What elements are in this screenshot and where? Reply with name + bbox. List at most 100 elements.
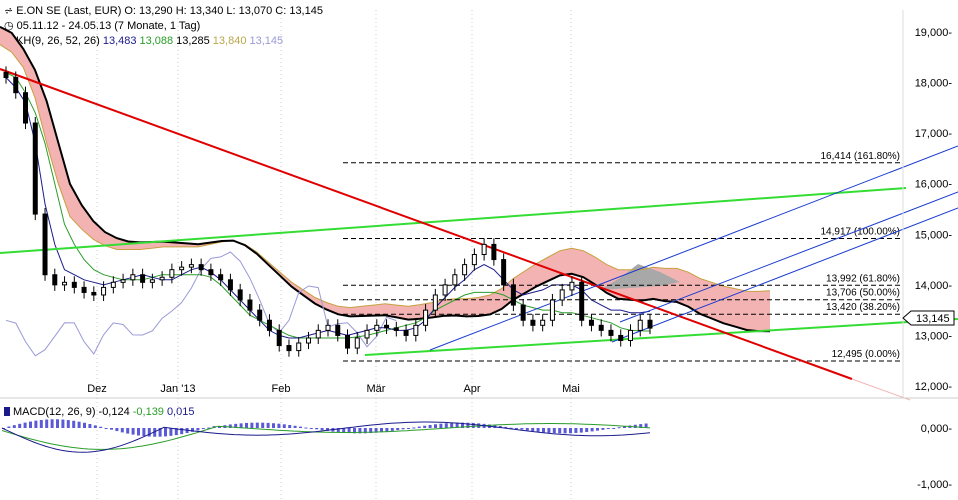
macd-hist-bar xyxy=(83,422,86,428)
candle-body xyxy=(179,266,185,271)
candlestick xyxy=(491,238,497,266)
ichimoku-cloud-bullish xyxy=(600,264,680,290)
senkou-span-a-line xyxy=(0,44,771,309)
candlestick xyxy=(647,314,653,335)
fib-level-label: 13,420 (38.20%) xyxy=(826,302,900,313)
candlestick xyxy=(296,336,302,357)
candle-body xyxy=(52,274,58,286)
macd-hist-bar xyxy=(207,427,211,429)
candlestick xyxy=(569,276,575,296)
candle-body xyxy=(559,289,565,301)
candlestick xyxy=(62,276,68,291)
macd-hist-bar xyxy=(288,425,292,428)
candlestick xyxy=(120,273,126,289)
macd-hist-bar xyxy=(218,425,221,428)
candle-body xyxy=(169,269,175,278)
tenkan-sen-line xyxy=(5,77,651,339)
candle-body xyxy=(569,281,575,291)
channel-line-middle[interactable] xyxy=(429,145,958,351)
candlestick-chart-icon: ⩫ xyxy=(4,5,14,17)
macd-hist-bar xyxy=(7,426,11,428)
macd-hist-bar xyxy=(23,422,27,428)
macd-hist-bar xyxy=(234,423,238,428)
macd-hist-bar xyxy=(633,424,637,428)
candle-body xyxy=(198,264,204,271)
instrument-name: E.ON SE (Last, EUR) xyxy=(16,5,122,17)
ikh-legend[interactable]: IKH(9, 26, 52, 26) 13,483 13,088 13,285 13,8… xyxy=(4,34,286,48)
macd-hist-bar xyxy=(336,428,340,433)
candlestick xyxy=(452,268,458,291)
macd-hist-bar xyxy=(293,425,297,428)
close-value: C: 13,145 xyxy=(275,5,323,17)
macd-hist-bar xyxy=(29,421,32,428)
macd-hist-bar xyxy=(255,422,259,428)
candle-body xyxy=(549,299,555,321)
last-price-label: 13,145 xyxy=(916,313,950,325)
macd-hist-bar xyxy=(612,428,616,429)
macd-hist-bar xyxy=(315,428,319,430)
candle-body xyxy=(647,319,653,329)
macd-panel: 0,000- -1,000- xyxy=(1,419,952,491)
candlestick xyxy=(530,314,536,332)
candle-body xyxy=(481,243,487,256)
macd-label: MACD(12, 26, 9) xyxy=(13,406,96,418)
candlestick xyxy=(579,276,585,327)
channel-line-lower[interactable] xyxy=(611,207,958,343)
candlestick xyxy=(325,319,331,337)
macd-hist-bar xyxy=(326,428,329,431)
candle-body xyxy=(159,276,165,281)
macd-hist-bar xyxy=(504,426,508,428)
candle-body xyxy=(325,324,331,331)
price-tick-label: 12,000- xyxy=(915,381,953,393)
macd-hist-bar xyxy=(531,428,535,432)
candle-body xyxy=(374,324,380,331)
candle-body xyxy=(413,324,419,336)
macd-hist-bar xyxy=(72,420,76,428)
candlestick xyxy=(140,268,146,289)
fib-level-label: 13,706 (50.00%) xyxy=(826,288,900,299)
fib-level-label: 12,495 (0.00%) xyxy=(832,349,900,360)
macd-hist-bar xyxy=(617,427,621,429)
candle-body xyxy=(598,324,604,331)
candlestick xyxy=(237,283,243,307)
senkou-span-b-line xyxy=(0,26,771,333)
price-axis: 12,000- 13,000- 14,000- 15,000- 16,000- 17,00… xyxy=(915,27,953,393)
uptrend-support-line-upper[interactable] xyxy=(0,187,907,254)
candle-body xyxy=(286,345,292,352)
macd-hist-bar xyxy=(606,428,610,429)
candlestick xyxy=(354,331,360,355)
macd-line xyxy=(1,421,651,453)
candle-body xyxy=(237,289,243,301)
macd-hist-bar xyxy=(282,424,286,428)
downtrend-line[interactable] xyxy=(0,68,853,380)
candlestick xyxy=(101,281,107,302)
candlestick xyxy=(218,268,224,286)
candle-body xyxy=(471,254,477,266)
macd-legend[interactable]: MACD(12, 26, 9) -0,124 -0,139 0,015 xyxy=(4,405,197,419)
price-tick-label: 13,000- xyxy=(915,330,953,342)
candlestick xyxy=(149,273,155,289)
macd-hist-bar xyxy=(110,428,113,430)
macd-hist-bar xyxy=(88,424,92,428)
macd-hist-bar xyxy=(644,423,648,428)
uptrend-support-line-lower[interactable] xyxy=(364,318,958,356)
candle-body xyxy=(257,309,263,321)
candlestick xyxy=(179,261,185,276)
candle-body xyxy=(462,264,468,276)
candle-body xyxy=(140,274,146,283)
price-tick-label: 15,000- xyxy=(915,229,953,241)
macd-hist-bar xyxy=(142,428,146,437)
channel-line-upper[interactable] xyxy=(619,191,958,323)
macd-value: -0,124 xyxy=(98,406,130,418)
month-tick-label: Dez xyxy=(87,383,107,395)
macd-hist-bar xyxy=(299,426,302,428)
price-tick-label: 19,000- xyxy=(915,27,953,39)
macd-hist-bar xyxy=(34,420,38,428)
macd-hist-bar xyxy=(623,426,626,428)
macd-hist-bar xyxy=(585,428,589,433)
macd-hist-bar xyxy=(450,422,454,428)
candlestick xyxy=(384,319,390,334)
period-header: ◷ 05.11.12 - 24.05.13 (7 Monate, 1 Tag) xyxy=(4,19,203,33)
macd-hist-bar xyxy=(461,422,464,428)
